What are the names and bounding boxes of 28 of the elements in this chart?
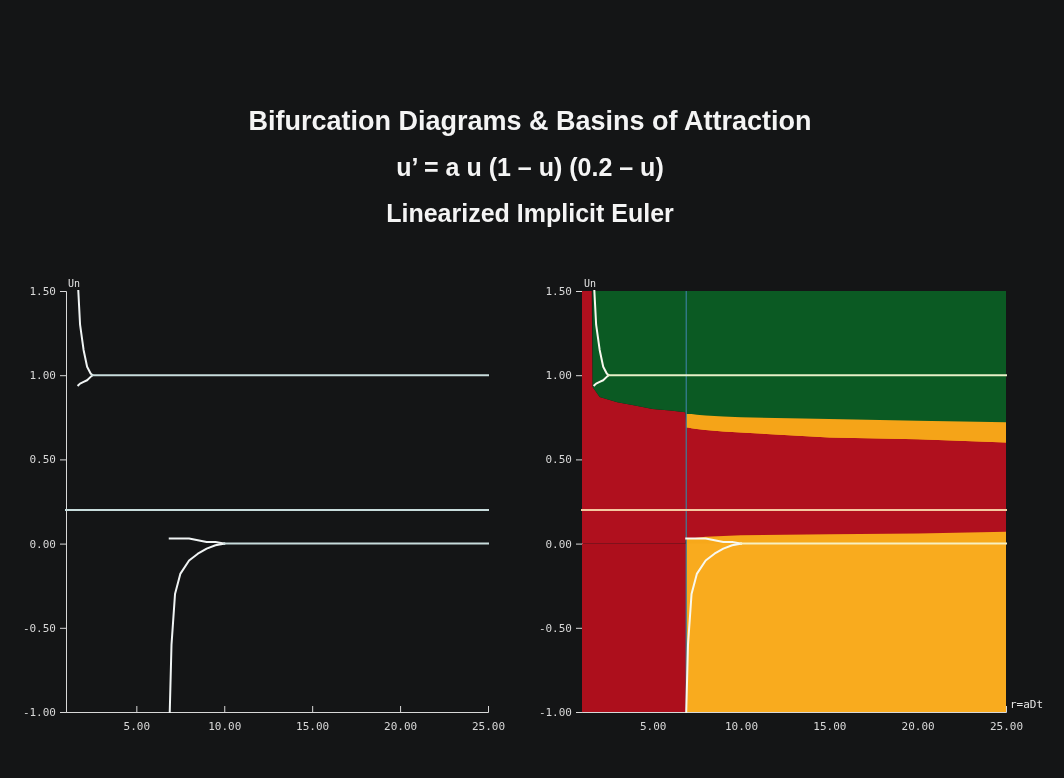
x-tick-label: 10.00 (208, 719, 242, 733)
y-tick-label: 0.50 (29, 453, 56, 467)
x-tick-label: 25.00 (989, 719, 1024, 733)
y-axis-title: Un (584, 278, 597, 289)
x-tick-label: 20.00 (384, 719, 418, 733)
y-tick-label: 1.50 (29, 285, 56, 299)
y-tick-label: 1.00 (545, 369, 572, 383)
y-axis-title: Un (68, 278, 81, 289)
y-tick-label: -0.50 (22, 621, 56, 635)
y-tick-label: 0.00 (545, 537, 572, 551)
y-tick-label: -1.00 (22, 706, 56, 720)
y-tick-label: -0.50 (538, 621, 572, 635)
x-tick-label: 5.00 (123, 719, 151, 733)
y-tick-label: -1.00 (538, 706, 572, 720)
x-tick-label: 25.00 (471, 719, 506, 733)
x-tick-label: 15.00 (296, 719, 330, 733)
text: Linearized Implicit Euler (386, 199, 675, 227)
x-axis-title: r=aDt (1010, 698, 1044, 711)
y-tick-label: 1.50 (545, 285, 572, 299)
x-tick-label: 15.00 (813, 719, 847, 733)
x-tick-label: 10.00 (724, 719, 759, 733)
x-tick-label: 5.00 (639, 719, 667, 733)
chart-title: Bifurcation Diagrams & Basins of Attraction (248, 106, 812, 136)
y-tick-label: 0.00 (29, 537, 56, 551)
y-tick-label: 0.50 (545, 453, 572, 467)
x-tick-label: 20.00 (901, 719, 935, 733)
y-tick-label: 1.00 (29, 369, 56, 383)
chart-subtitle: u’ = a u (1 – u) (0.2 – u) (396, 153, 664, 181)
